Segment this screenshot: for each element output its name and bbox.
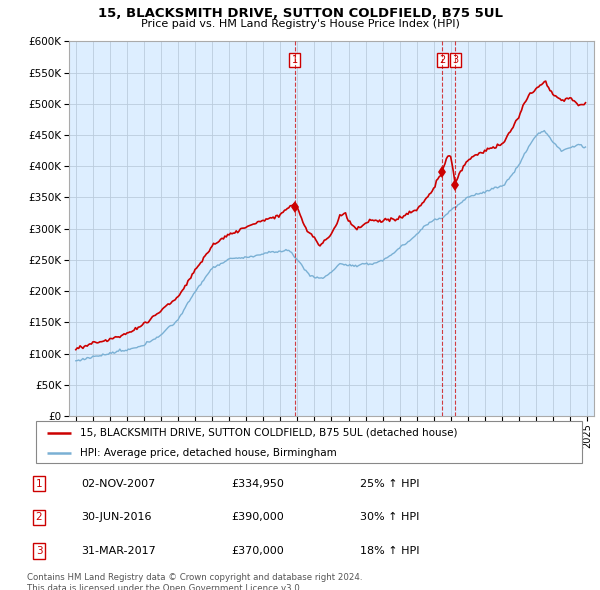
Text: 1: 1 [292, 55, 298, 65]
Text: 30-JUN-2016: 30-JUN-2016 [81, 513, 151, 522]
Text: £370,000: £370,000 [231, 546, 284, 556]
Text: 02-NOV-2007: 02-NOV-2007 [81, 479, 155, 489]
Text: 30% ↑ HPI: 30% ↑ HPI [360, 513, 419, 522]
Text: 2: 2 [439, 55, 445, 65]
Text: 2: 2 [35, 513, 43, 522]
Text: Price paid vs. HM Land Registry's House Price Index (HPI): Price paid vs. HM Land Registry's House … [140, 19, 460, 30]
Text: 3: 3 [452, 55, 458, 65]
Text: 25% ↑ HPI: 25% ↑ HPI [360, 479, 419, 489]
Text: 15, BLACKSMITH DRIVE, SUTTON COLDFIELD, B75 5UL (detached house): 15, BLACKSMITH DRIVE, SUTTON COLDFIELD, … [80, 428, 457, 438]
Text: £390,000: £390,000 [231, 513, 284, 522]
Text: Contains HM Land Registry data © Crown copyright and database right 2024.
This d: Contains HM Land Registry data © Crown c… [27, 573, 362, 590]
Text: HPI: Average price, detached house, Birmingham: HPI: Average price, detached house, Birm… [80, 448, 337, 457]
FancyBboxPatch shape [36, 421, 582, 463]
Text: 1: 1 [35, 479, 43, 489]
Text: 18% ↑ HPI: 18% ↑ HPI [360, 546, 419, 556]
Text: 3: 3 [35, 546, 43, 556]
Text: 31-MAR-2017: 31-MAR-2017 [81, 546, 156, 556]
Text: £334,950: £334,950 [231, 479, 284, 489]
Text: 15, BLACKSMITH DRIVE, SUTTON COLDFIELD, B75 5UL: 15, BLACKSMITH DRIVE, SUTTON COLDFIELD, … [97, 7, 503, 20]
